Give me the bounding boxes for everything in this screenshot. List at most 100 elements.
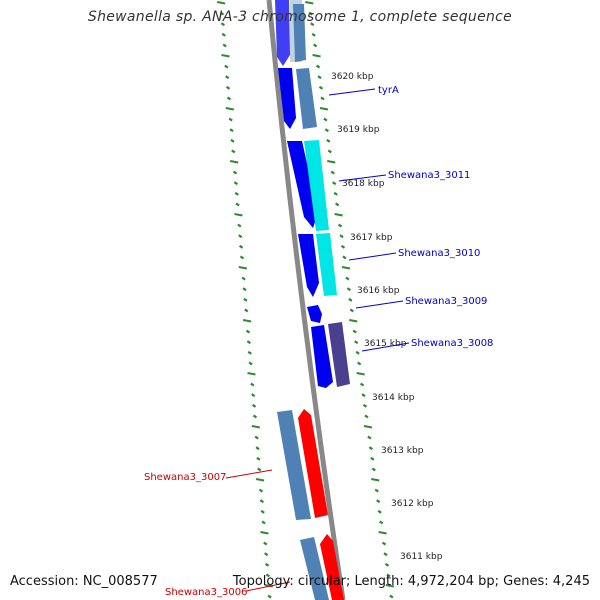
minor-tick-mark — [239, 255, 245, 260]
minor-tick-mark — [346, 287, 351, 292]
minor-tick-mark — [243, 297, 248, 302]
tick-label: 3611 kbp — [400, 552, 443, 562]
major-tick-mark — [305, 1, 314, 5]
minor-tick-mark — [359, 382, 365, 387]
minor-tick-mark — [345, 276, 350, 281]
minor-tick-mark — [252, 414, 258, 419]
minor-tick-mark — [315, 64, 321, 69]
gene-label-shewana3-3011: Shewana3_3011 — [388, 170, 470, 181]
minor-tick-mark — [376, 499, 381, 504]
major-tick-mark — [260, 531, 269, 535]
gene-feature — [277, 410, 311, 520]
minor-tick-mark — [225, 75, 230, 80]
minor-tick-mark — [357, 361, 362, 366]
minor-tick-mark — [379, 520, 384, 525]
major-tick-mark — [221, 54, 230, 58]
major-tick-mark — [229, 160, 239, 164]
minor-tick-mark — [222, 43, 227, 48]
minor-tick-mark — [355, 350, 360, 355]
minor-tick-mark — [219, 11, 225, 16]
gene-feature — [328, 322, 350, 387]
minor-tick-mark — [234, 191, 239, 196]
accession-text: Accession: NC_008577 — [10, 574, 158, 589]
minor-tick-mark — [229, 128, 234, 133]
feature-track-left — [277, 410, 329, 600]
cds-feature — [320, 534, 344, 600]
gene-label-shewana3-3009: Shewana3_3009 — [405, 296, 487, 307]
minor-tick-mark — [264, 552, 269, 557]
minor-tick-mark — [370, 456, 375, 461]
callout-line — [328, 88, 376, 96]
gene-label-shewana3-3006: Shewana3_3006 — [165, 587, 247, 598]
topology-summary: Topology: circular; Length: 4,972,204 bp… — [232, 574, 590, 589]
minor-tick-mark — [221, 32, 226, 37]
minor-tick-mark — [247, 350, 252, 355]
minor-tick-mark — [383, 552, 388, 557]
tick-label: 3614 kbp — [372, 393, 415, 403]
major-tick-mark — [225, 107, 235, 111]
minor-tick-mark — [381, 541, 387, 546]
minor-tick-mark — [258, 488, 264, 493]
minor-tick-mark — [323, 117, 328, 122]
minor-tick-mark — [245, 329, 251, 334]
minor-tick-mark — [364, 414, 369, 419]
cds-feature — [311, 325, 333, 388]
minor-tick-mark — [326, 138, 331, 143]
minor-tick-mark — [342, 255, 347, 260]
major-tick-mark — [371, 478, 380, 482]
major-tick-mark — [341, 266, 351, 270]
minor-tick-mark — [337, 223, 343, 228]
minor-tick-mark — [348, 297, 353, 302]
outer-tick-track — [305, 1, 395, 599]
cds-feature — [307, 305, 322, 323]
map-title: Shewanella sp. ANA-3 chromosome 1, compl… — [87, 9, 513, 25]
minor-tick-mark — [230, 138, 235, 143]
minor-tick-mark — [256, 456, 261, 461]
minor-tick-mark — [340, 244, 346, 249]
cds-feature — [275, 0, 290, 66]
major-tick-mark — [247, 372, 256, 376]
gene-feature — [304, 140, 329, 231]
minor-tick-mark — [264, 562, 270, 567]
minor-tick-mark — [261, 520, 266, 525]
tick-label: 3612 kbp — [391, 499, 434, 509]
minor-tick-mark — [361, 393, 366, 398]
minor-tick-mark — [259, 499, 264, 504]
minor-tick-mark — [389, 594, 394, 599]
major-tick-mark — [327, 160, 336, 164]
minor-tick-mark — [265, 573, 271, 578]
minor-tick-mark — [317, 75, 322, 80]
callout-line — [348, 252, 397, 261]
gene-callouts: tyrA Shewana3_3011 Shewana3_3010 Shewana… — [144, 85, 493, 598]
minor-tick-mark — [354, 340, 359, 345]
minor-tick-mark — [313, 43, 318, 48]
backbone-track — [266, 0, 346, 600]
major-tick-mark — [334, 213, 343, 217]
feature-track-red — [298, 409, 344, 600]
callout-line — [361, 342, 410, 352]
tick-label: 3619 kbp — [337, 125, 380, 135]
major-tick-mark — [238, 266, 247, 270]
minor-tick-mark — [257, 467, 262, 472]
minor-tick-mark — [246, 340, 251, 345]
minor-tick-mark — [386, 573, 391, 578]
major-tick-mark — [319, 107, 329, 111]
gene-label-shewana3-3010: Shewana3_3010 — [398, 248, 480, 259]
minor-tick-mark — [241, 276, 246, 281]
minor-tick-mark — [248, 361, 253, 366]
major-tick-mark — [255, 478, 265, 482]
gene-feature — [300, 537, 329, 600]
cds-feature — [298, 234, 319, 297]
gene-label-shewana3-3007: Shewana3_3007 — [144, 472, 226, 483]
minor-tick-mark — [250, 382, 255, 387]
minor-tick-mark — [225, 85, 231, 90]
gene-label-tyra: tyrA — [378, 85, 399, 96]
minor-tick-mark — [255, 446, 260, 451]
minor-tick-mark — [339, 234, 344, 239]
minor-tick-mark — [260, 509, 265, 514]
minor-tick-mark — [237, 223, 242, 228]
minor-tick-mark — [267, 594, 272, 599]
major-tick-mark — [234, 213, 243, 217]
